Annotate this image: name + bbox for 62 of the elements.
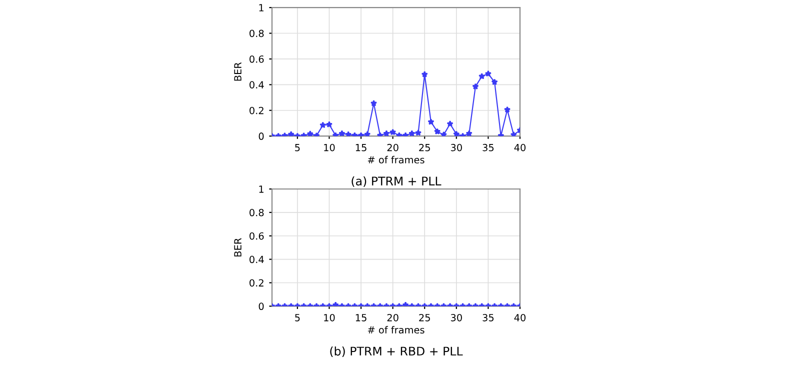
point <box>288 130 294 136</box>
point <box>478 72 486 80</box>
x-tick-label: 35 <box>482 144 494 152</box>
point <box>421 70 428 78</box>
x-tick-label: 10 <box>324 314 335 322</box>
point <box>491 78 498 86</box>
x-axis-title: # of frames <box>368 326 424 334</box>
x-tick-label: 15 <box>356 144 366 152</box>
x-tick-label: 25 <box>419 144 430 152</box>
point <box>376 132 384 136</box>
x-tick-label: 40 <box>514 314 526 322</box>
y-tick-label: 0.2 <box>250 279 264 287</box>
point <box>326 121 333 128</box>
x-tick-label: 35 <box>482 314 494 322</box>
point <box>332 132 339 136</box>
point <box>389 128 396 136</box>
x-tick-label: 30 <box>450 144 462 152</box>
point <box>453 130 460 136</box>
point <box>320 122 326 128</box>
y-axis-title: BER <box>234 238 242 256</box>
x-tick-label: 10 <box>324 144 335 152</box>
y-tick-label: 0.4 <box>250 256 264 264</box>
point <box>306 130 314 136</box>
x-tick-label: 40 <box>514 144 526 152</box>
y-tick-label: 0 <box>258 302 264 310</box>
y-tick-label: 0.4 <box>250 81 264 89</box>
point <box>484 70 492 77</box>
x-tick-label: 30 <box>450 314 462 322</box>
x-tick-label: 20 <box>387 314 398 322</box>
point <box>446 120 454 127</box>
point <box>466 130 472 136</box>
y-tick-label: 1 <box>259 186 264 193</box>
point <box>338 130 346 136</box>
y-tick-label: 1 <box>259 4 264 12</box>
point <box>408 130 416 136</box>
y-tick-label: 0.8 <box>250 208 264 216</box>
point <box>344 131 352 136</box>
text: (a) PTRM + PLL <box>352 176 442 187</box>
point <box>504 106 511 113</box>
x-tick-label: 5 <box>295 144 300 152</box>
x-tick-label: 20 <box>387 144 398 152</box>
y-tick-label: 0.6 <box>250 55 264 63</box>
y-tick-label: 0.8 <box>250 30 264 38</box>
point <box>414 129 422 136</box>
point <box>402 132 409 136</box>
x-tick-label: 15 <box>356 314 366 322</box>
point <box>364 130 371 136</box>
y-tick-label: 0.6 <box>250 232 264 240</box>
point <box>428 118 434 125</box>
x-axis-title: # of frames <box>368 156 424 164</box>
x-tick-label: 5 <box>295 314 300 322</box>
point <box>440 131 448 136</box>
y-axis-title: BER <box>234 62 242 81</box>
point <box>383 130 390 136</box>
point <box>510 131 517 136</box>
y-tick-label: 0 <box>258 132 264 140</box>
y-tick-label: 0.2 <box>250 106 264 114</box>
point <box>434 128 441 135</box>
x-tick-label: 25 <box>419 314 430 322</box>
point <box>472 83 479 90</box>
point <box>358 132 364 136</box>
text: (b) PTRM + RBD + PLL <box>330 346 463 357</box>
